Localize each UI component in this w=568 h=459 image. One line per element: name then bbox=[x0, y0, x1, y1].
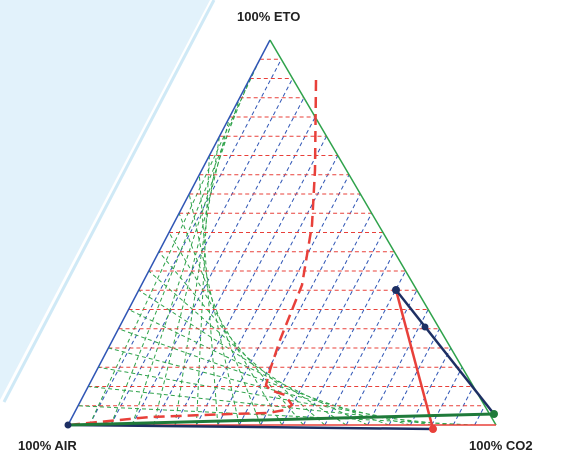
green-line bbox=[67, 412, 495, 427]
grid-line-blue bbox=[345, 290, 418, 426]
grid-line-blue bbox=[367, 309, 429, 426]
point-green-end bbox=[490, 410, 498, 418]
grid-line-green bbox=[88, 59, 261, 426]
grid-line-green bbox=[131, 97, 241, 426]
navy-base-line bbox=[67, 423, 434, 431]
grid-line-blue bbox=[88, 59, 282, 426]
grid-line-blue bbox=[131, 97, 305, 426]
triangle-edge-left bbox=[67, 39, 271, 426]
point-navy-mid bbox=[421, 323, 429, 331]
point-navy-top bbox=[392, 286, 400, 294]
grid-line-blue bbox=[153, 116, 316, 426]
grid-line-blue bbox=[174, 136, 327, 426]
grid-line-blue bbox=[217, 174, 350, 426]
grid-line-green bbox=[128, 309, 368, 426]
grid-line-green bbox=[138, 289, 347, 426]
grid-line-blue bbox=[324, 270, 407, 426]
label-air-vertex: 100% AIR bbox=[18, 438, 77, 453]
grid-line-blue bbox=[302, 251, 395, 426]
grid-line-green bbox=[168, 232, 283, 426]
navy-line bbox=[395, 289, 495, 415]
point-red-end bbox=[429, 425, 437, 433]
triangle-edge-right bbox=[269, 39, 497, 426]
label-eto-vertex: 100% ETO bbox=[237, 9, 301, 24]
label-co2-vertex: 100% CO2 bbox=[469, 438, 533, 453]
dashed-curve bbox=[67, 79, 318, 427]
grid-line-blue bbox=[409, 347, 452, 426]
panel-edge-highlight bbox=[2, 0, 216, 403]
grid-line-green bbox=[153, 116, 231, 426]
grid-line-green bbox=[158, 251, 304, 426]
grid-line-blue bbox=[260, 213, 373, 426]
grid-line-green bbox=[78, 405, 475, 426]
point-air-vertex bbox=[64, 421, 72, 429]
grid-line-green bbox=[98, 366, 432, 426]
grid-line-green bbox=[148, 270, 326, 426]
red-line bbox=[394, 289, 435, 430]
grid-line-green bbox=[118, 328, 390, 426]
